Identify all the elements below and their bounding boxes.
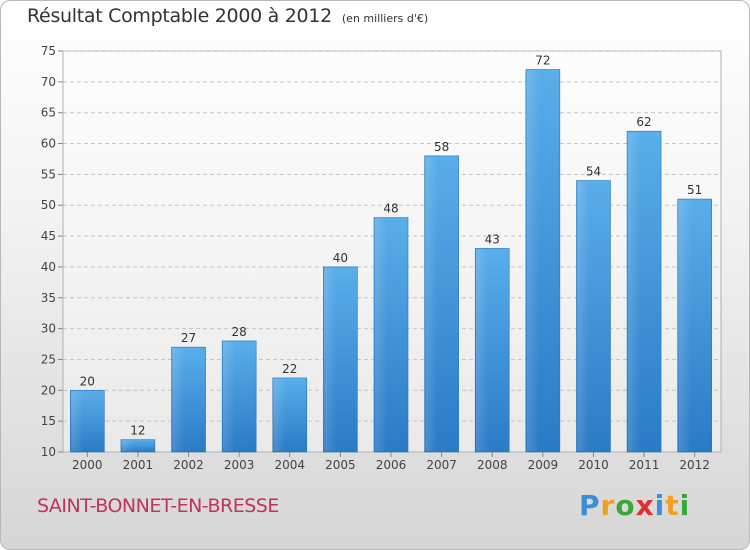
logo-letter: r <box>600 489 616 522</box>
x-tick-label: 2001 <box>123 458 154 472</box>
logo-letter: t <box>665 489 680 522</box>
x-tick-label: 2009 <box>528 458 559 472</box>
y-tick-label: 55 <box>41 167 56 181</box>
bar-highlight <box>678 200 691 451</box>
x-tick-label: 2003 <box>224 458 255 472</box>
logo-letter: P <box>579 489 601 522</box>
bar-highlight <box>121 440 134 451</box>
bar-value-label: 40 <box>333 251 348 265</box>
chart-title-text: Résultat Comptable 2000 à 2012 <box>27 5 332 27</box>
y-tick-label: 25 <box>41 352 56 366</box>
bar-value-label: 62 <box>636 115 651 129</box>
label-layer: 20 2000 12 2001 27 2002 28 2003 22 2004 40 2005 48 20… <box>72 54 710 472</box>
y-tick-label: 45 <box>41 229 56 243</box>
bar-value-label: 48 <box>383 202 398 216</box>
bar-value-label: 28 <box>232 325 247 339</box>
bar-highlight <box>273 378 286 451</box>
bar-highlight <box>324 267 337 451</box>
bar-value-label: 51 <box>687 183 702 197</box>
bar-highlight <box>172 348 185 451</box>
y-tick-label: 65 <box>41 106 56 120</box>
chart-subtitle: (en milliers d'€) <box>341 12 429 25</box>
y-tick-label: 40 <box>41 260 56 274</box>
logo-letter: x <box>635 489 655 522</box>
y-tick-label: 15 <box>41 414 56 428</box>
bar-highlight <box>425 156 438 451</box>
bar-highlight <box>526 70 539 451</box>
proxiti-logo: Proxiti <box>579 489 690 522</box>
y-tick-label: 75 <box>41 44 56 58</box>
y-tick-label: 70 <box>41 75 56 89</box>
y-tick-label: 60 <box>41 137 56 151</box>
x-tick-label: 2006 <box>376 458 407 472</box>
bar-value-label: 58 <box>434 140 449 154</box>
bar-highlight <box>628 132 640 451</box>
bar-value-label: 22 <box>282 362 297 376</box>
logo-letter: i <box>679 489 691 522</box>
x-tick-label: 2008 <box>477 458 508 472</box>
commune-name: SAINT-BONNET-EN-BRESSE <box>37 495 279 517</box>
bar-value-label: 12 <box>130 424 145 438</box>
bar-highlight <box>71 391 84 451</box>
bar-highlight <box>577 181 590 452</box>
axis-layer: 10 15 20 25 30 35 40 45 50 55 60 65 70 75 <box>41 44 696 459</box>
x-tick-label: 2010 <box>578 458 609 472</box>
x-tick-label: 2004 <box>274 458 305 472</box>
logo-letter: i <box>654 489 666 522</box>
chart-title: Résultat Comptable 2000 à 2012 (en millie… <box>27 5 428 27</box>
bar-value-label: 72 <box>535 54 550 68</box>
bar-highlight <box>476 249 489 451</box>
bar-highlight <box>375 218 387 451</box>
y-tick-label: 30 <box>41 322 56 336</box>
bar-value-label: 43 <box>485 232 500 246</box>
x-tick-label: 2002 <box>173 458 204 472</box>
x-tick-label: 2007 <box>426 458 457 472</box>
y-tick-label: 35 <box>41 291 56 305</box>
y-tick-label: 20 <box>41 383 56 397</box>
bar-layer <box>70 69 712 453</box>
x-tick-label: 2005 <box>325 458 356 472</box>
y-tick-label: 50 <box>41 198 56 212</box>
bar-value-label: 20 <box>80 374 95 388</box>
x-tick-label: 2011 <box>629 458 660 472</box>
bar-value-label: 27 <box>181 331 196 345</box>
logo-letter: o <box>615 489 636 522</box>
bar-value-label: 54 <box>586 165 601 179</box>
y-tick-label: 10 <box>41 445 56 459</box>
x-tick-label: 2012 <box>679 458 710 472</box>
x-tick-label: 2000 <box>72 458 103 472</box>
bar-highlight <box>223 341 236 451</box>
